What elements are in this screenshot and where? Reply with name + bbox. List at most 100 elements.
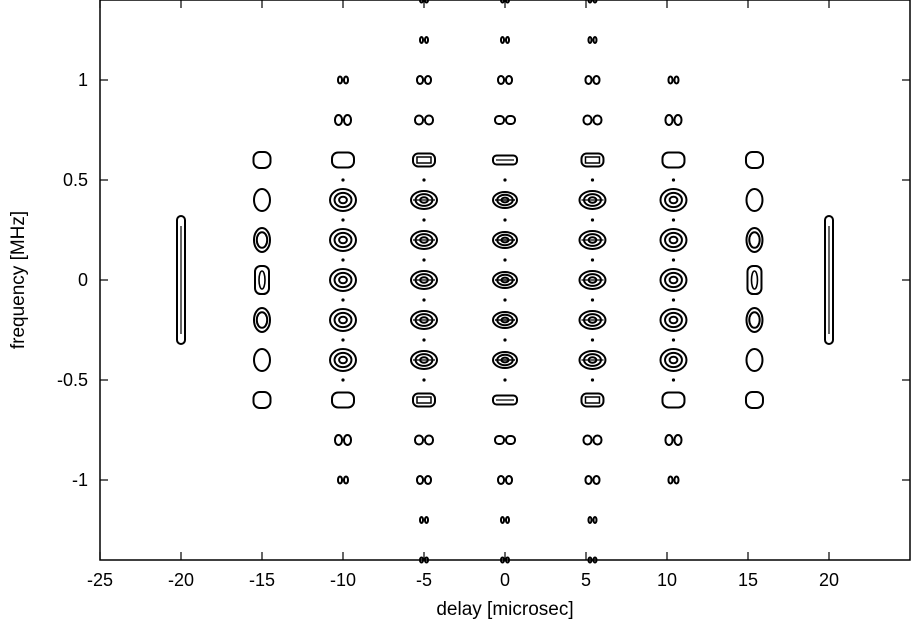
contour-ring xyxy=(410,190,438,210)
contour-dot xyxy=(422,298,426,302)
contour-ring xyxy=(338,355,348,365)
contour-ring xyxy=(329,228,357,252)
y-tick-label: 0 xyxy=(78,270,88,290)
contour-loop xyxy=(494,435,505,445)
contour-loop xyxy=(412,392,436,408)
contour-loop xyxy=(343,75,349,85)
contour-loop xyxy=(412,152,436,168)
contour-loop xyxy=(334,434,343,446)
contour-dot xyxy=(422,218,426,222)
contour-loop xyxy=(343,475,349,485)
contour-dot xyxy=(341,378,345,382)
contour-dot xyxy=(503,338,507,342)
contour-dot xyxy=(341,338,345,342)
contour-ring xyxy=(338,235,348,245)
contour-ring xyxy=(659,228,688,252)
contour-dot xyxy=(671,298,676,302)
contour-loop xyxy=(673,114,683,126)
contour-loop xyxy=(667,475,674,485)
contour-ring xyxy=(745,227,764,253)
contour-ring xyxy=(745,188,764,212)
contour-ring xyxy=(333,351,353,369)
contour-loop xyxy=(505,115,516,125)
x-tick-label: 20 xyxy=(819,570,839,590)
contour-loop xyxy=(667,75,674,85)
contour-dot xyxy=(590,338,595,342)
contour-loop xyxy=(587,556,593,564)
contour-ring xyxy=(492,351,518,369)
contour-dot xyxy=(503,258,507,262)
contour-ring xyxy=(253,307,271,333)
contour-loop xyxy=(505,475,513,485)
contour-ring xyxy=(748,311,761,329)
contour-ring xyxy=(492,271,518,289)
contour-ring xyxy=(492,311,518,329)
contour-dot xyxy=(422,178,426,182)
contour-ring xyxy=(659,268,688,292)
contour-dot xyxy=(671,258,676,262)
contour-loop xyxy=(746,265,763,295)
contour-loop xyxy=(419,556,424,564)
contour-loop xyxy=(673,475,680,485)
contour-loop xyxy=(505,0,510,4)
contour-ring xyxy=(578,190,607,210)
contour-ring xyxy=(333,271,353,289)
contour-dot xyxy=(422,258,426,262)
contour-loop xyxy=(592,516,598,524)
contour-loop xyxy=(500,36,505,44)
contour-loop xyxy=(500,0,505,4)
contour-ring xyxy=(664,271,683,289)
x-tick-label: -5 xyxy=(416,570,432,590)
contour-ring xyxy=(578,230,607,250)
contour-loop xyxy=(664,434,674,446)
contour-loop xyxy=(419,36,424,44)
contour-dot xyxy=(503,378,507,382)
contour-dot xyxy=(503,178,507,182)
contour-ring xyxy=(659,308,688,332)
contour-loop xyxy=(416,75,424,85)
y-axis-label: frequency [MHz] xyxy=(8,211,29,349)
contour-loop xyxy=(424,434,434,446)
contour-loop xyxy=(497,475,505,485)
contour-loop xyxy=(492,394,518,406)
contour-ring xyxy=(253,348,271,372)
contour-loop xyxy=(419,0,424,4)
contour-loop xyxy=(331,391,355,409)
contour-dot xyxy=(341,258,345,262)
contour-loop xyxy=(584,475,593,485)
x-tick-label: 15 xyxy=(738,570,758,590)
contour-ring xyxy=(410,230,438,250)
contour-ring xyxy=(410,350,438,370)
contour-ring xyxy=(664,191,683,209)
contour-loop xyxy=(505,556,510,564)
contour-loop xyxy=(592,556,598,564)
contour-ring xyxy=(659,188,688,212)
contour-loop xyxy=(584,396,601,404)
contour-ridge xyxy=(824,215,834,345)
x-tick-label: 10 xyxy=(657,570,677,590)
contour-ring xyxy=(333,311,353,329)
contour-loop xyxy=(584,75,593,85)
contour-loop xyxy=(492,154,518,166)
contour-ring xyxy=(578,270,607,290)
contour-loop xyxy=(424,36,429,44)
contour-dot xyxy=(503,298,507,302)
contour-loop xyxy=(592,114,603,126)
contour-loop xyxy=(497,75,505,85)
contour-ring xyxy=(329,348,357,372)
y-tick-label: 1 xyxy=(78,70,88,90)
x-axis-label: delay [microsec] xyxy=(436,599,573,620)
contour-loop xyxy=(424,114,434,126)
contour-ring xyxy=(668,275,679,285)
contour-loop xyxy=(673,434,683,446)
contour-ring xyxy=(338,195,348,205)
contour-loop xyxy=(744,151,764,169)
contour-loop xyxy=(587,36,593,44)
contour-ring xyxy=(333,191,353,209)
contour-loop xyxy=(592,75,601,85)
contour-loop xyxy=(592,475,601,485)
contour-ring xyxy=(253,227,271,253)
contour-ring xyxy=(258,270,266,290)
contour-ring xyxy=(748,231,761,249)
